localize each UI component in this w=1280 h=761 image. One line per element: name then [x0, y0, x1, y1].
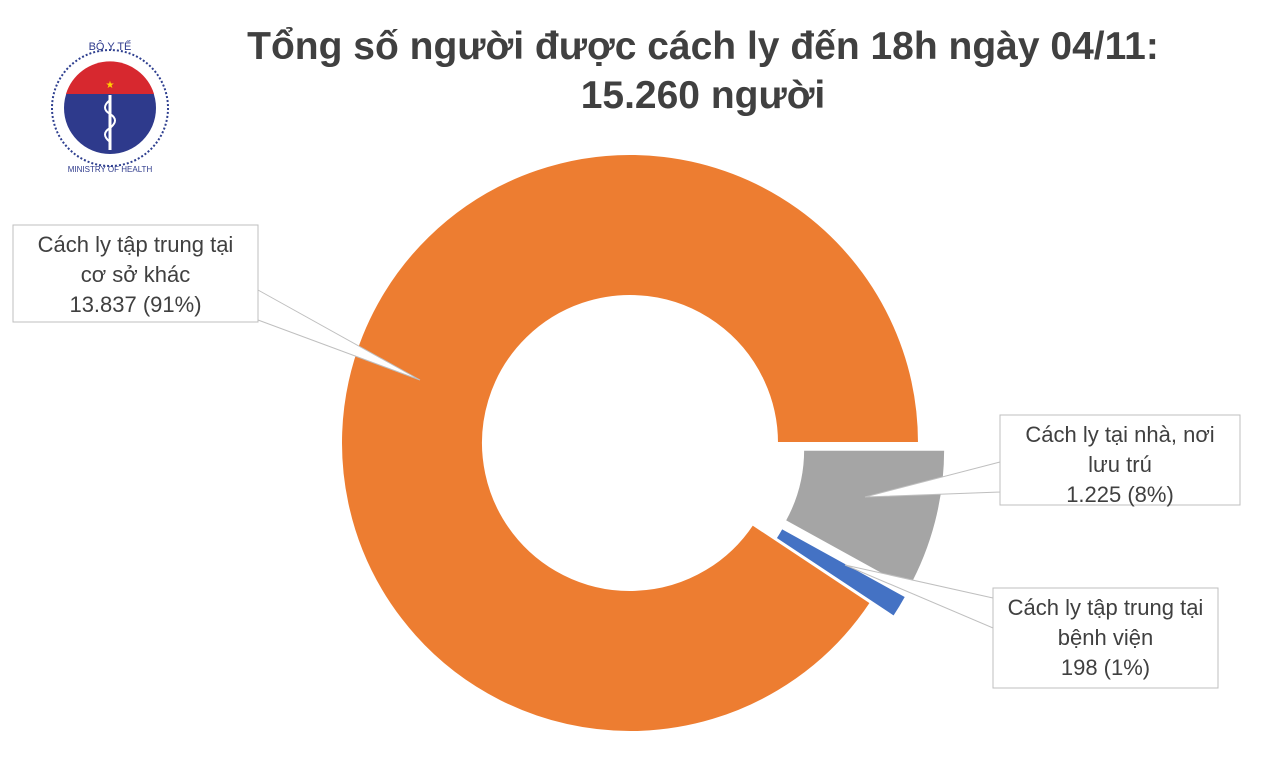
svg-text:MINISTRY OF HEALTH: MINISTRY OF HEALTH: [68, 165, 153, 174]
data-label-text: 1.225 (8%): [1066, 482, 1174, 507]
donut-slice: [340, 153, 921, 733]
data-label-text: bệnh viện: [1058, 625, 1153, 650]
data-label-text: lưu trú: [1088, 452, 1152, 477]
data-label-text: 13.837 (91%): [69, 292, 201, 317]
svg-text:BỘ Y TẾ: BỘ Y TẾ: [89, 40, 132, 53]
donut-slice: [774, 526, 908, 619]
data-label-text: Cách ly tập trung tại: [38, 232, 234, 257]
ministry-of-health-logo: ★ BỘ Y TẾ MINISTRY OF HEALTH: [51, 40, 169, 174]
data-label-text: Cách ly tập trung tại: [1008, 595, 1204, 620]
callout-box: [999, 414, 1241, 506]
data-label-callout: Cách ly tại nhà, nơi lưu trú 1.225 (8%): [864, 414, 1241, 507]
data-label-text: 198 (1%): [1061, 655, 1150, 680]
data-label-text: cơ sở khác: [81, 262, 191, 287]
data-label-callout: Cách ly tập trung tại bệnh viện 198 (1%): [844, 564, 1219, 689]
callout-box: [992, 587, 1219, 689]
callout-box: [12, 224, 259, 323]
chart-title-line2: 15.260 người: [580, 74, 826, 117]
chart-title-line1: Tổng số người được cách ly đến 18h ngày …: [247, 25, 1159, 68]
data-label-text: Cách ly tại nhà, nơi: [1025, 422, 1214, 447]
data-label-callout: Cách ly tập trung tại cơ sở khác 13.837 (9…: [12, 224, 421, 381]
svg-text:★: ★: [106, 80, 115, 91]
